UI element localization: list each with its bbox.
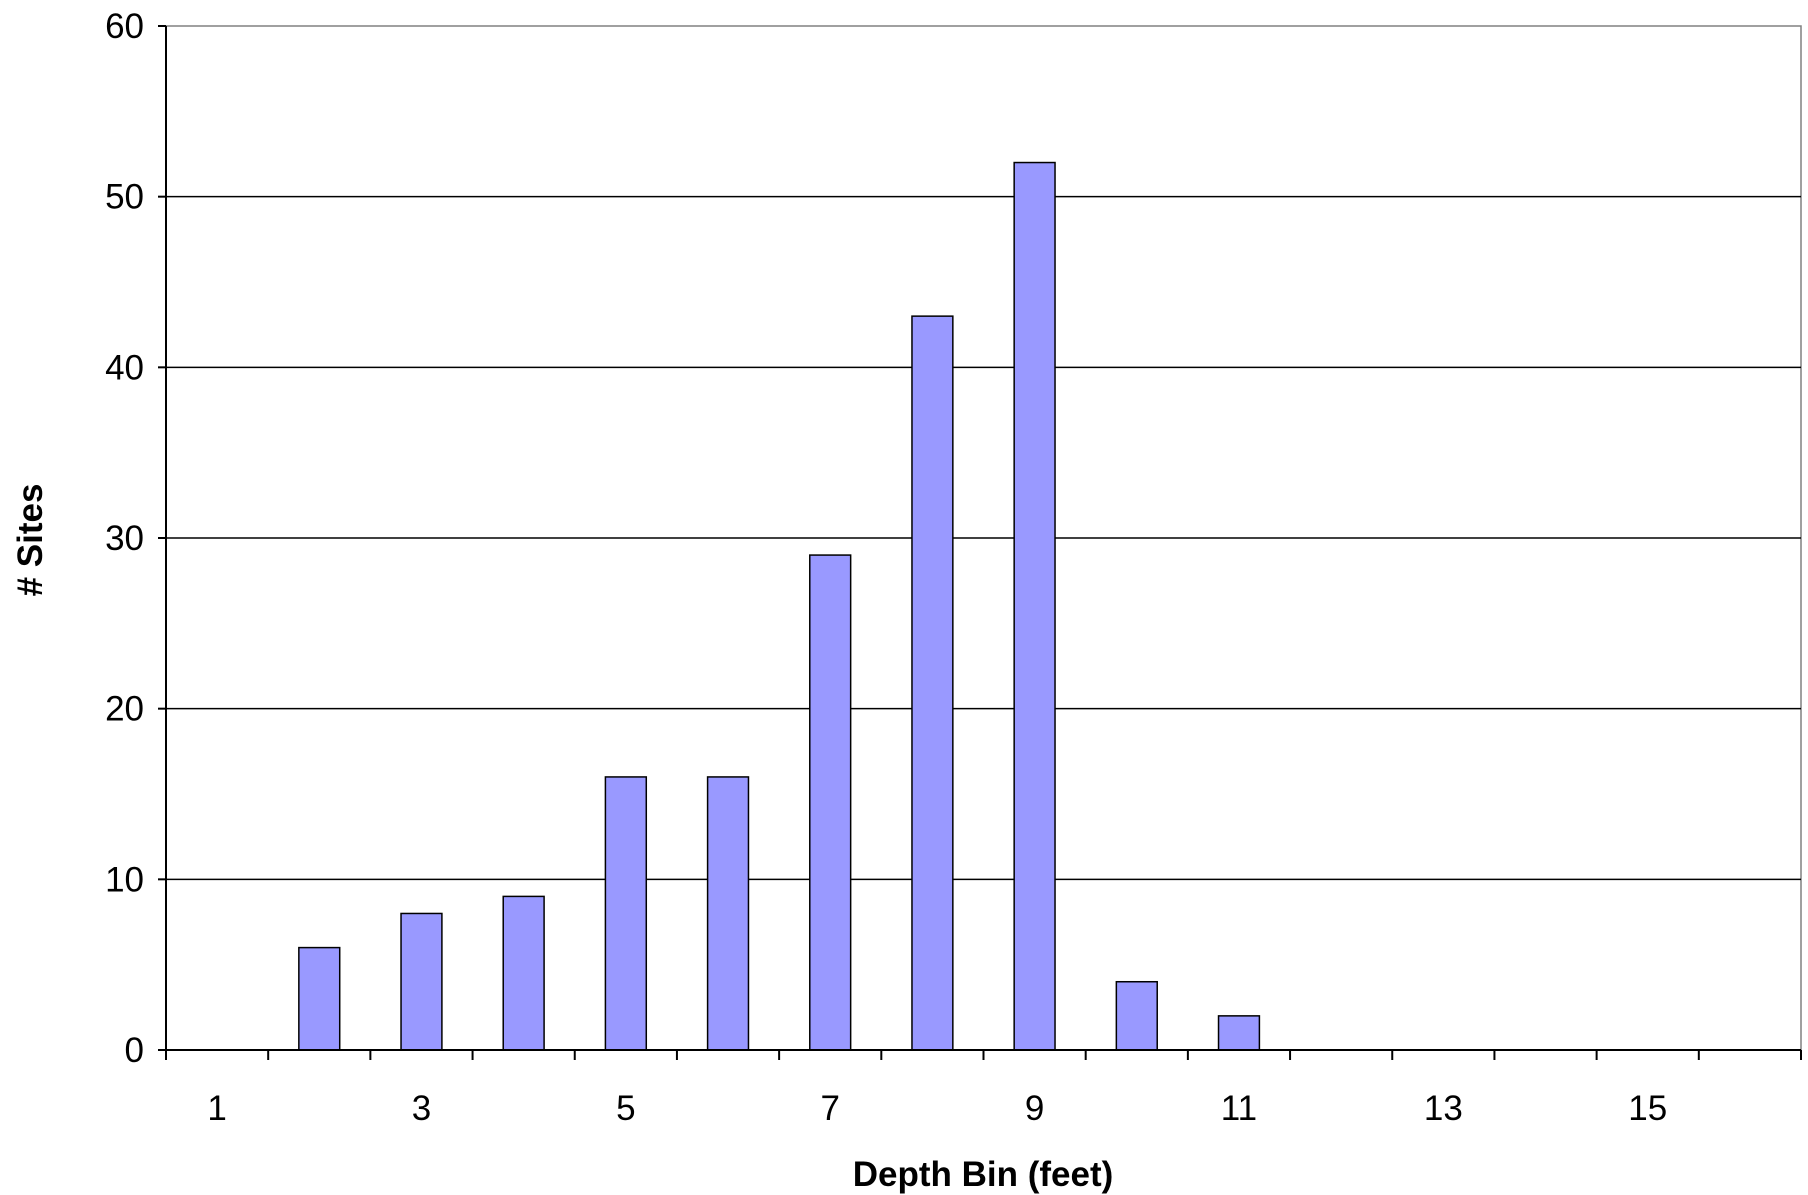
- bar-7: [809, 554, 852, 1051]
- x-tick-labels: 1 3 5 7 9 11 13 15: [207, 1089, 1667, 1128]
- bar-10: [1115, 980, 1158, 1051]
- y-tick-label-10: 10: [105, 860, 144, 899]
- bar-2: [298, 946, 341, 1051]
- y-tick-label-50: 50: [105, 178, 144, 217]
- bars: [298, 161, 1261, 1051]
- y-tick-label-40: 40: [105, 348, 144, 387]
- gridlines: [166, 195, 1801, 881]
- y-tick-label-60: 60: [105, 7, 144, 46]
- x-tick-label-15: 15: [1628, 1089, 1667, 1128]
- bar-3: [400, 912, 443, 1051]
- bar-5: [604, 776, 648, 1051]
- y-tick-label-0: 0: [125, 1031, 144, 1070]
- x-tick-label-1: 1: [207, 1089, 226, 1128]
- bar-6: [706, 776, 750, 1051]
- y-axis-title: # Sites: [11, 484, 50, 597]
- x-tick-label-7: 7: [820, 1089, 839, 1128]
- x-tick-label-5: 5: [616, 1089, 635, 1128]
- x-tick-label-9: 9: [1025, 1089, 1044, 1128]
- bar-8: [911, 315, 954, 1051]
- x-tick-label-11: 11: [1221, 1089, 1257, 1128]
- x-tick-label-13: 13: [1424, 1089, 1463, 1128]
- axes: [158, 25, 1802, 1060]
- y-tick-label-20: 20: [105, 690, 144, 729]
- bar-11: [1217, 1015, 1261, 1051]
- bar-9: [1013, 161, 1056, 1051]
- x-axis-title: Depth Bin (feet): [853, 1155, 1114, 1194]
- bar-4: [502, 895, 545, 1051]
- y-tick-label-30: 30: [105, 519, 144, 558]
- y-tick-labels: 0 10 20 30 40 50 60: [105, 7, 144, 1070]
- x-tick-label-3: 3: [412, 1089, 431, 1128]
